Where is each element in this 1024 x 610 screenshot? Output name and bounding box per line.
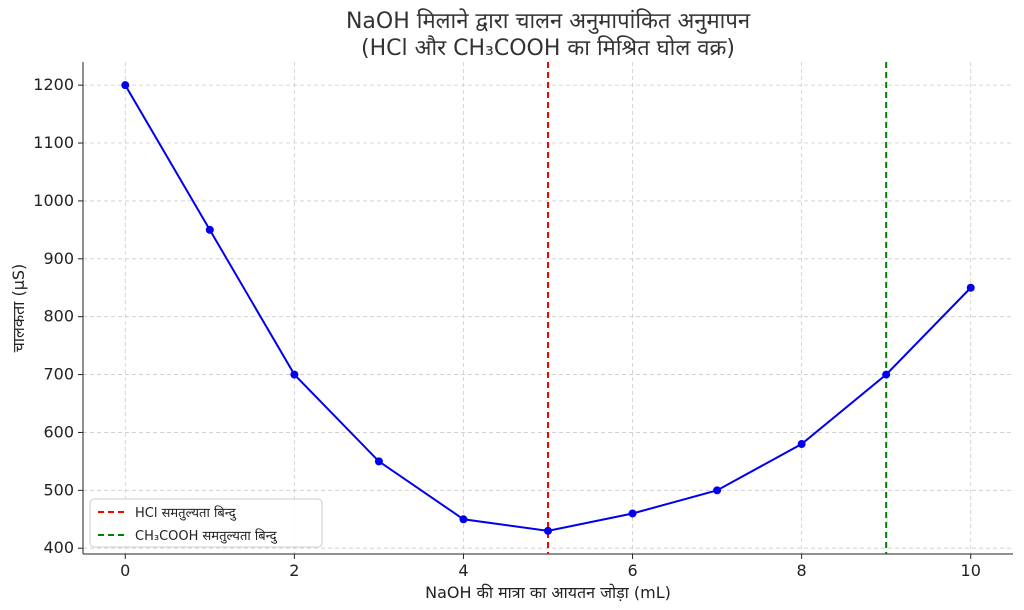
- y-tick-label-1100: 1100: [33, 133, 74, 152]
- x-tick-label-6: 6: [627, 561, 637, 580]
- data-point-0: [121, 81, 130, 90]
- x-axis-label: NaOH की मात्रा का आयतन जोड़ा (mL): [425, 583, 671, 602]
- data-point-2: [290, 370, 299, 379]
- y-tick-label-700: 700: [43, 365, 74, 384]
- y-tick-label-400: 400: [43, 538, 74, 557]
- y-axis-label: चालकता (µS): [9, 264, 28, 353]
- chart-title-line-2: (HCl और CH₃COOH का मिश्रित घोल वक्र): [361, 35, 735, 61]
- chart-title-line-1: NaOH मिलाने द्वारा चालन अनुमापांकित अनुम…: [346, 8, 751, 34]
- legend: HCl समतुल्यता बिन्दु CH₃COOH समतुल्यता ब…: [89, 498, 323, 548]
- x-tick-label-10: 10: [961, 561, 981, 580]
- x-tick-label-2: 2: [289, 561, 299, 580]
- y-tick-label-600: 600: [43, 422, 74, 441]
- data-point-6: [628, 509, 637, 518]
- data-point-7: [713, 486, 722, 495]
- y-tick-label-800: 800: [43, 307, 74, 326]
- data-point-5: [544, 526, 552, 535]
- data-point-4: [459, 515, 468, 524]
- y-tick-label-500: 500: [43, 480, 74, 499]
- series: [121, 81, 975, 535]
- x-tick-label-4: 4: [458, 561, 468, 580]
- y-tick-label-1000: 1000: [33, 191, 74, 210]
- data-point-8: [797, 440, 806, 449]
- x-tick-label-8: 8: [797, 561, 807, 580]
- data-point-9: [882, 370, 891, 379]
- legend-label-hcl: HCl समतुल्यता बिन्दु: [135, 505, 237, 521]
- data-point-1: [205, 225, 214, 234]
- y-tick-label-1200: 1200: [33, 75, 74, 94]
- data-point-10: [966, 283, 975, 292]
- legend-box: [89, 498, 323, 548]
- ticks: 0 2 4 6 8 10 400 500 600 700 800 900 1000 1100 1200: [33, 75, 981, 580]
- x-tick-label-0: 0: [120, 561, 130, 580]
- legend-label-ch3cooh: CH₃COOH समतुल्यता बिन्दु: [135, 528, 278, 544]
- reference-lines: [547, 62, 888, 554]
- data-point-3: [374, 457, 383, 466]
- y-tick-label-900: 900: [43, 249, 74, 268]
